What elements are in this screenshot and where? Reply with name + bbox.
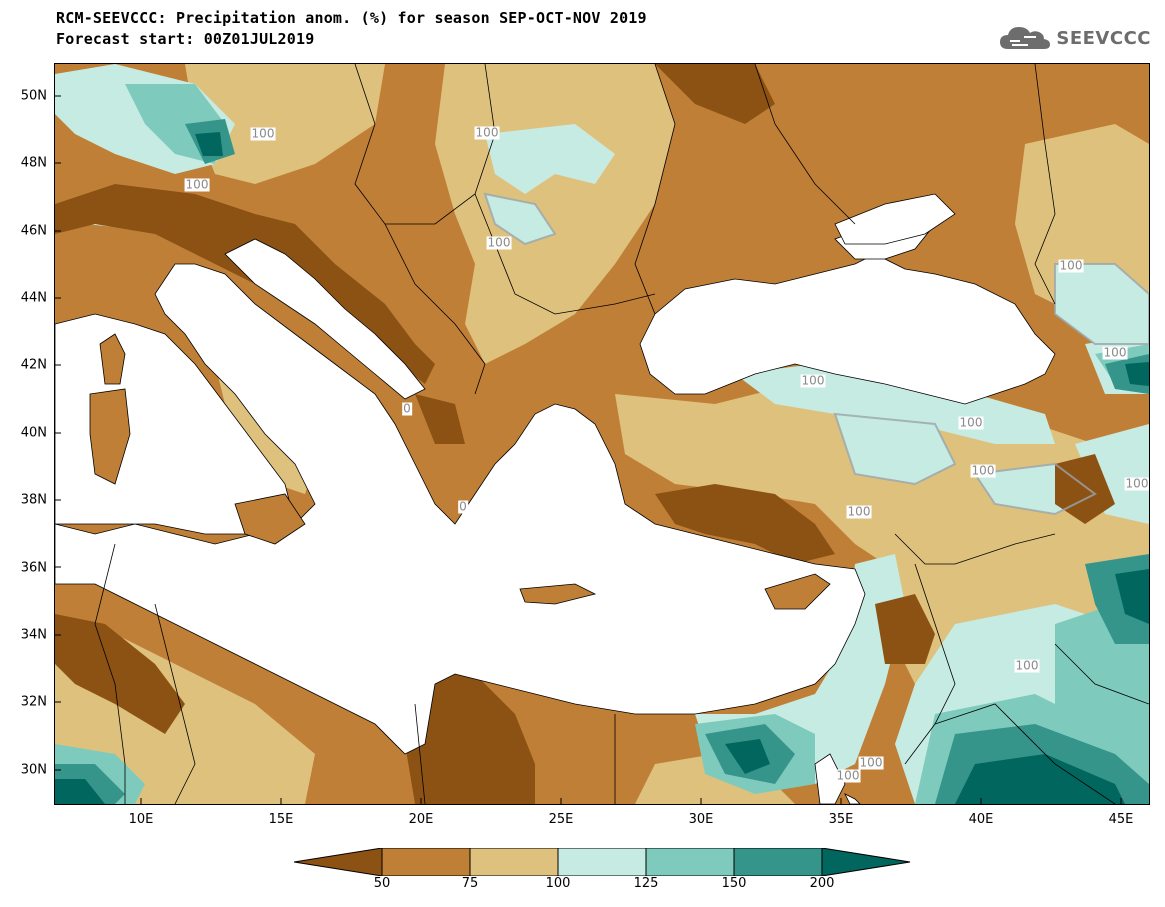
contour-label: 100 xyxy=(800,373,826,388)
lon-label: 30E xyxy=(688,812,714,827)
country-borders xyxy=(94,64,1149,804)
anomaly-fill xyxy=(55,64,1149,804)
lat-label: 44N xyxy=(20,290,47,306)
contour-label: 100 xyxy=(1124,476,1149,491)
contour-label: 100 xyxy=(846,504,872,519)
colorbar-segment xyxy=(733,848,823,876)
lon-label: 10E xyxy=(128,812,154,827)
sicily xyxy=(234,493,306,545)
lat-label: 30N xyxy=(20,762,47,778)
islands xyxy=(89,193,956,610)
colorbar-label: 150 xyxy=(721,876,747,891)
sardinia xyxy=(89,388,131,485)
colorbar-label: 50 xyxy=(373,876,391,891)
logo-text: SEEVCCC xyxy=(1056,27,1151,49)
lat-label: 36N xyxy=(20,560,47,576)
lat-label: 46N xyxy=(20,223,47,239)
contour-label: 100 xyxy=(474,125,500,140)
contour-label: 100 xyxy=(184,177,210,192)
contour-label: 100 xyxy=(1102,345,1128,360)
colorbar-segment xyxy=(821,848,911,876)
colorbar-segment xyxy=(469,848,559,876)
cyprus xyxy=(764,573,831,610)
gulf-of-suez xyxy=(814,753,846,804)
black-sea xyxy=(639,253,1056,405)
lat-label: 32N xyxy=(20,694,47,710)
contour-label: 100 xyxy=(250,126,276,141)
map-title: RCM-SEEVCCC: Precipitation anom. (%) for… xyxy=(56,9,647,27)
lat-label: 42N xyxy=(20,357,47,373)
contour-label: 100 xyxy=(835,768,861,783)
contour-label: 0 xyxy=(402,401,412,416)
contour-lines xyxy=(483,192,1149,516)
contour-label: 100 xyxy=(958,415,984,430)
colorbar-label: 125 xyxy=(633,876,659,891)
contour-label: 100 xyxy=(1014,658,1040,673)
lon-label: 40E xyxy=(968,812,994,827)
colorbar xyxy=(294,848,911,876)
crete xyxy=(519,583,597,605)
colorbar-label: 200 xyxy=(809,876,835,891)
contour-label: 100 xyxy=(486,235,512,250)
cloud-icon xyxy=(1000,27,1051,49)
lon-label: 45E xyxy=(1108,812,1134,827)
contour-label: 100 xyxy=(1058,258,1084,273)
colorbar-segment xyxy=(645,848,735,876)
lat-label: 40N xyxy=(20,425,47,441)
adriatic-sea xyxy=(224,238,426,400)
forecast-start: Forecast start: 00Z01JUL2019 xyxy=(56,30,315,48)
crimea-gap xyxy=(834,193,956,245)
lat-label: 50N xyxy=(20,88,47,104)
lat-label: 38N xyxy=(20,492,47,508)
colorbar-segment xyxy=(294,848,383,876)
lon-label: 15E xyxy=(268,812,294,827)
precipitation-anomaly-map xyxy=(55,64,1149,804)
mediterranean-sea xyxy=(55,263,866,755)
gulf-of-aqaba xyxy=(844,793,861,804)
lon-label: 35E xyxy=(828,812,854,827)
contour-label: 100 xyxy=(970,463,996,478)
lon-label: 20E xyxy=(408,812,434,827)
corsica xyxy=(99,333,126,385)
lat-label: 34N xyxy=(20,627,47,643)
colorbar-label: 100 xyxy=(545,876,571,891)
lon-label: 25E xyxy=(548,812,574,827)
contour-label: 100 xyxy=(858,755,884,770)
colorbar-segment xyxy=(381,848,471,876)
colorbar-segment xyxy=(557,848,647,876)
seevccc-logo: SEEVCCC xyxy=(998,22,1151,54)
contour-label: 0 xyxy=(458,499,468,514)
axis-ticks xyxy=(55,95,1122,804)
colorbar-label: 75 xyxy=(461,876,479,891)
map-panel: 100 100 100 100 100 100 100 100 100 100 … xyxy=(54,63,1150,805)
lat-label: 48N xyxy=(20,155,47,171)
